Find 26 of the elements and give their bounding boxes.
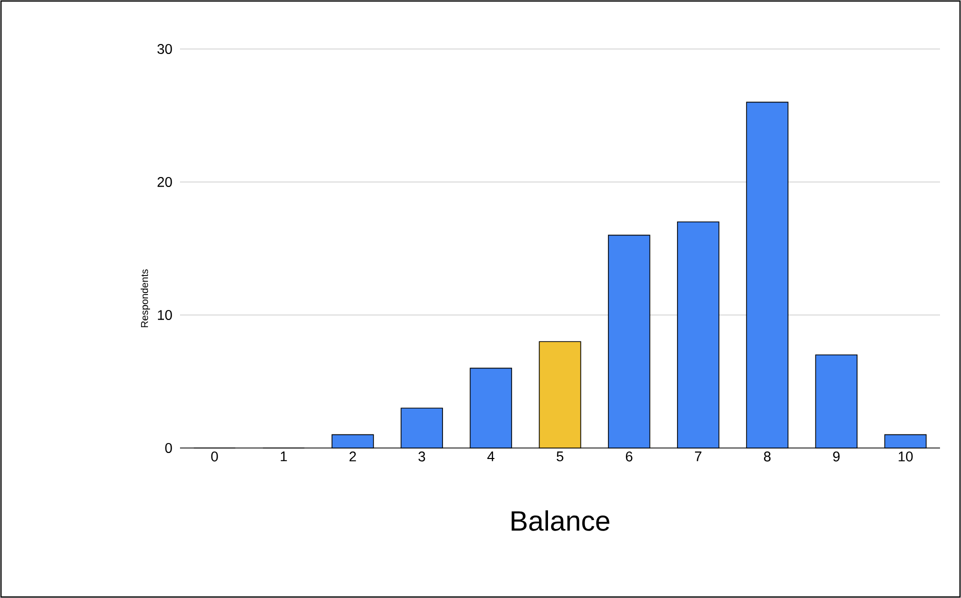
- x-tick-label: 2: [350, 452, 356, 462]
- x-tick-label: 9: [833, 452, 840, 462]
- y-tick-label: 20: [158, 177, 172, 187]
- x-tick-label: 4: [487, 452, 494, 462]
- x-tick-label: 10: [898, 452, 913, 462]
- bar: [538, 341, 582, 448]
- x-tick-label: 8: [764, 452, 771, 462]
- y-axis-title: Respondents: [140, 269, 150, 328]
- x-tick-label: 5: [556, 452, 564, 462]
- bar: [884, 434, 927, 448]
- x-tick-label: 0: [211, 452, 218, 462]
- bar: [470, 368, 512, 448]
- bar: [608, 234, 650, 448]
- y-tick-label: 0: [165, 443, 172, 453]
- bar: [400, 408, 443, 448]
- x-tick-label: 1: [280, 452, 287, 462]
- bar: [815, 354, 858, 448]
- bar: [746, 102, 788, 448]
- x-tick-label: 3: [418, 452, 426, 462]
- y-tick-label: 10: [158, 310, 172, 320]
- y-tick-label: 30: [157, 44, 172, 54]
- x-axis-title: Balance: [512, 510, 610, 531]
- x-tick-label: 7: [695, 452, 702, 462]
- bar: [677, 222, 720, 448]
- x-tick-label: 6: [626, 452, 632, 462]
- bar: [332, 434, 374, 448]
